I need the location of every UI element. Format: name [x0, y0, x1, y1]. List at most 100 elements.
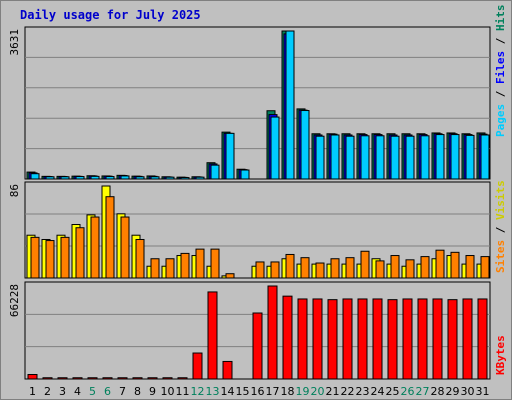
bar-pages-day-19 — [300, 110, 310, 180]
bar-pages-day-13 — [210, 164, 220, 180]
legend-visits: Visits — [494, 180, 507, 220]
bar-pages-day-6 — [105, 176, 115, 180]
bar-pages-day-3 — [60, 176, 70, 180]
bar-pages-day-11 — [180, 177, 190, 180]
bar-kbytes-day-5 — [87, 377, 98, 380]
bar-sites-day-12 — [195, 248, 205, 279]
legend-bottom: KBytes — [494, 335, 507, 375]
bar-kbytes-day-13 — [207, 291, 218, 380]
bar-sites-day-28 — [435, 249, 445, 279]
x-tick-label-day-18: 18 — [281, 385, 295, 398]
bar-sites-day-30 — [465, 255, 475, 279]
bar-sites-day-18 — [285, 253, 295, 279]
bar-sites-day-24 — [375, 260, 385, 279]
bar-sites-day-25 — [390, 255, 400, 279]
bar-pages-day-9 — [150, 176, 160, 180]
bar-kbytes-day-17 — [267, 285, 278, 380]
legend-pages: Pages — [494, 104, 507, 137]
bar-pages-day-4 — [75, 176, 85, 180]
bar-kbytes-day-24 — [372, 298, 383, 380]
bar-pages-day-8 — [135, 176, 145, 180]
x-tick-label-day-29: 29 — [446, 385, 460, 398]
bar-kbytes-day-14 — [222, 360, 233, 380]
bar-pages-day-30 — [465, 134, 475, 180]
bar-pages-day-24 — [375, 135, 385, 180]
bar-pages-day-15 — [240, 169, 250, 180]
x-tick-label-day-21: 21 — [326, 385, 340, 398]
bar-kbytes-day-3 — [57, 377, 68, 380]
legend-files: Files — [494, 51, 507, 84]
x-tick-label-day-17: 17 — [266, 385, 280, 398]
bar-kbytes-day-19 — [297, 298, 308, 380]
bar-sites-day-26 — [405, 259, 415, 279]
x-tick-label-day-14: 14 — [221, 385, 235, 398]
bar-pages-day-28 — [435, 134, 445, 180]
legend-sites: Sites — [494, 240, 507, 273]
x-tick-label-day-27: 27 — [416, 385, 430, 398]
bar-kbytes-day-28 — [432, 298, 443, 380]
bar-kbytes-day-9 — [147, 377, 158, 380]
x-tick-label-day-1: 1 — [29, 385, 36, 398]
bar-sites-day-20 — [315, 262, 325, 279]
bar-kbytes-day-30 — [462, 298, 473, 380]
bar-sites-day-1 — [30, 236, 40, 279]
bar-pages-day-29 — [450, 134, 460, 180]
bar-sites-day-5 — [90, 216, 100, 279]
legend-mid: Sites / Visits — [494, 180, 507, 273]
x-tick-label-day-16: 16 — [251, 385, 265, 398]
bar-kbytes-day-10 — [162, 377, 173, 380]
bar-sites-day-6 — [105, 196, 115, 279]
x-tick-label-day-5: 5 — [89, 385, 96, 398]
bar-kbytes-day-22 — [342, 298, 353, 380]
bar-pages-day-20 — [315, 135, 325, 180]
x-tick-label-day-23: 23 — [356, 385, 370, 398]
x-tick-label-day-3: 3 — [59, 385, 66, 398]
bar-sites-day-17 — [270, 261, 280, 279]
x-tick-label-day-10: 10 — [161, 385, 175, 398]
bar-sites-day-2 — [45, 240, 55, 279]
bar-sites-day-13 — [210, 248, 220, 279]
legend-hits: Hits — [494, 5, 507, 32]
x-tick-label-day-20: 20 — [311, 385, 325, 398]
bar-pages-day-26 — [405, 135, 415, 180]
bar-kbytes-day-8 — [132, 377, 143, 380]
bar-sites-day-19 — [300, 257, 310, 279]
x-tick-label-day-13: 13 — [206, 385, 220, 398]
max-value-label-2: 86 — [8, 184, 21, 197]
bar-kbytes-day-1 — [27, 374, 38, 380]
bar-kbytes-day-12 — [192, 352, 203, 380]
bar-kbytes-day-26 — [402, 298, 413, 380]
bar-pages-day-31 — [480, 134, 490, 180]
max-value-label-1: 3631 — [8, 29, 21, 56]
bar-kbytes-day-11 — [177, 377, 188, 380]
x-tick-label-day-4: 4 — [74, 385, 81, 398]
x-tick-label-day-31: 31 — [476, 385, 490, 398]
legend-top: Pages / Files / Hits — [494, 5, 507, 138]
bar-pages-day-1 — [30, 173, 40, 180]
bar-kbytes-day-20 — [312, 298, 323, 380]
x-tick-label-day-25: 25 — [386, 385, 400, 398]
bar-kbytes-day-27 — [417, 298, 428, 380]
bar-pages-day-21 — [330, 134, 340, 180]
x-tick-label-day-22: 22 — [341, 385, 355, 398]
bar-sites-day-27 — [420, 256, 430, 279]
bar-kbytes-day-16 — [252, 312, 263, 380]
x-tick-label-day-8: 8 — [134, 385, 141, 398]
bar-sites-day-22 — [345, 257, 355, 279]
bar-sites-day-9 — [150, 258, 160, 279]
bar-sites-day-7 — [120, 216, 130, 279]
legend-sep: / — [494, 220, 507, 240]
bar-sites-day-16 — [255, 261, 265, 279]
bar-kbytes-day-25 — [387, 299, 398, 380]
bar-sites-day-31 — [480, 256, 490, 279]
bar-pages-day-5 — [90, 175, 100, 180]
bar-pages-day-17 — [270, 116, 280, 180]
bar-sites-day-23 — [360, 250, 370, 279]
bar-sites-day-8 — [135, 238, 145, 279]
x-tick-label-day-12: 12 — [191, 385, 205, 398]
bar-sites-day-10 — [165, 258, 175, 279]
bar-pages-day-2 — [45, 176, 55, 180]
x-tick-label-day-6: 6 — [104, 385, 111, 398]
bar-sites-day-29 — [450, 251, 460, 279]
